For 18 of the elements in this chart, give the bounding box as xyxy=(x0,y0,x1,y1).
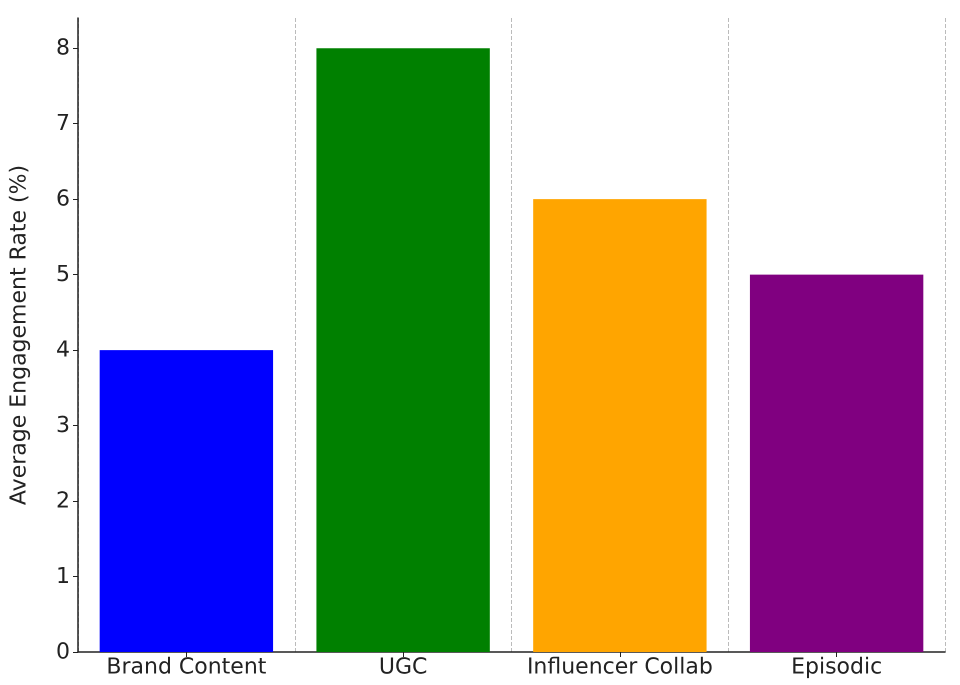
y-axis-title: Average Engagement Rate (%) xyxy=(6,164,32,506)
bar xyxy=(316,48,490,652)
y-tick-label: 8 xyxy=(56,36,70,61)
y-tick-label: 7 xyxy=(56,111,70,136)
y-tick-label: 2 xyxy=(56,488,70,514)
y-tick-label: 3 xyxy=(56,413,70,438)
bar xyxy=(750,274,924,652)
x-tick-label: UGC xyxy=(378,654,428,680)
y-tick-label: 0 xyxy=(56,640,70,664)
y-tick-label: 1 xyxy=(56,564,70,590)
x-tick-label: Brand Content xyxy=(106,654,267,680)
y-tick-label: 5 xyxy=(56,262,70,288)
bar xyxy=(100,350,274,652)
bar xyxy=(533,199,707,652)
y-tick-label: 6 xyxy=(56,186,70,212)
y-tick-label: 4 xyxy=(56,338,70,363)
x-tick-label: Episodic xyxy=(791,654,882,680)
x-tick-label: Influencer Collab xyxy=(526,654,713,680)
